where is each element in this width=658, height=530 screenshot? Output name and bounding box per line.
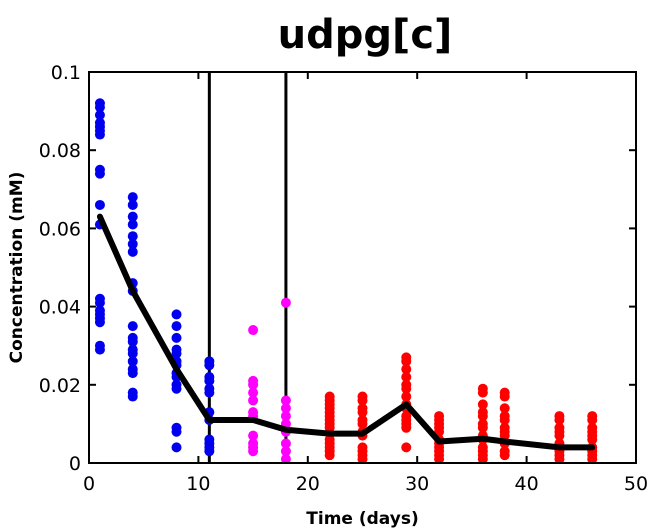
data-point [499, 450, 510, 461]
data-point [280, 297, 291, 308]
data-point [587, 434, 598, 445]
data-point [248, 379, 259, 390]
data-point [127, 199, 138, 210]
data-point [127, 336, 138, 347]
data-point [94, 168, 105, 179]
chart-title: udpg[c] [278, 12, 453, 58]
data-point [477, 387, 488, 398]
data-point [357, 454, 368, 465]
data-point [171, 309, 182, 320]
data-point [499, 403, 510, 414]
y-tick-label: 0.08 [39, 140, 81, 162]
data-point [357, 407, 368, 418]
data-point [127, 356, 138, 367]
data-point [248, 430, 259, 441]
data-point [171, 426, 182, 437]
data-point [280, 395, 291, 406]
data-point [127, 219, 138, 230]
data-point [554, 414, 565, 425]
data-point [401, 371, 412, 382]
data-point [324, 422, 335, 433]
x-tick-label: 30 [405, 473, 429, 495]
data-point [401, 422, 412, 433]
data-point [204, 375, 215, 386]
data-point [554, 454, 565, 465]
data-point [401, 442, 412, 453]
data-point [248, 387, 259, 398]
data-point [204, 446, 215, 457]
data-point [248, 395, 259, 406]
y-tick-label: 0.06 [39, 218, 81, 240]
data-point [171, 332, 182, 343]
y-tick-label: 0 [69, 453, 81, 475]
data-point [499, 430, 510, 441]
data-point [127, 321, 138, 332]
data-point [94, 317, 105, 328]
y-tick-label: 0.1 [51, 62, 81, 84]
data-point [434, 454, 445, 465]
x-tick-label: 0 [83, 473, 95, 495]
data-point [357, 418, 368, 429]
data-point [280, 446, 291, 457]
mean-line [96, 213, 596, 451]
x-axis-label: Time (days) [306, 509, 418, 529]
data-point [401, 356, 412, 367]
data-point [127, 192, 138, 203]
data-point [477, 399, 488, 410]
data-point [401, 364, 412, 375]
data-point [127, 348, 138, 359]
data-point [127, 231, 138, 242]
data-point [94, 297, 105, 308]
data-point [127, 368, 138, 379]
data-point [280, 403, 291, 414]
data-point [401, 383, 412, 394]
data-point [248, 446, 259, 457]
data-point [280, 411, 291, 422]
data-point [94, 110, 105, 121]
x-tick-label: 10 [186, 473, 210, 495]
data-point [401, 391, 412, 402]
y-tick-label: 0.04 [39, 297, 81, 319]
data-point [280, 438, 291, 449]
data-point [171, 442, 182, 453]
data-point [204, 387, 215, 398]
data-point [127, 246, 138, 257]
data-point [587, 454, 598, 465]
y-tick-label: 0.02 [39, 375, 81, 397]
plot-area [94, 72, 598, 465]
x-tick-label: 20 [296, 473, 320, 495]
data-point [204, 360, 215, 371]
data-point [127, 239, 138, 250]
data-point [324, 450, 335, 461]
y-axis-label: Concentration (mM) [7, 172, 27, 364]
data-point [94, 129, 105, 140]
x-tick-label: 40 [515, 473, 539, 495]
data-point [94, 102, 105, 113]
data-point [477, 454, 488, 465]
data-point [477, 422, 488, 433]
data-point [477, 411, 488, 422]
data-point [171, 348, 182, 359]
axes-box [88, 71, 637, 464]
data-point [171, 321, 182, 332]
data-point [248, 325, 259, 336]
data-point [127, 391, 138, 402]
data-point [280, 454, 291, 465]
data-point [554, 430, 565, 441]
axis-ticks: 0 10 20 30 40 50 0 0.02 0.04 0.06 0.08 0.1 [39, 62, 648, 495]
data-point [94, 199, 105, 210]
data-point [499, 391, 510, 402]
data-point [499, 414, 510, 425]
data-point [357, 395, 368, 406]
data-point [171, 383, 182, 394]
data-point [94, 344, 105, 355]
x-tick-label: 50 [624, 473, 648, 495]
data-point [127, 211, 138, 222]
data-point [587, 414, 598, 425]
